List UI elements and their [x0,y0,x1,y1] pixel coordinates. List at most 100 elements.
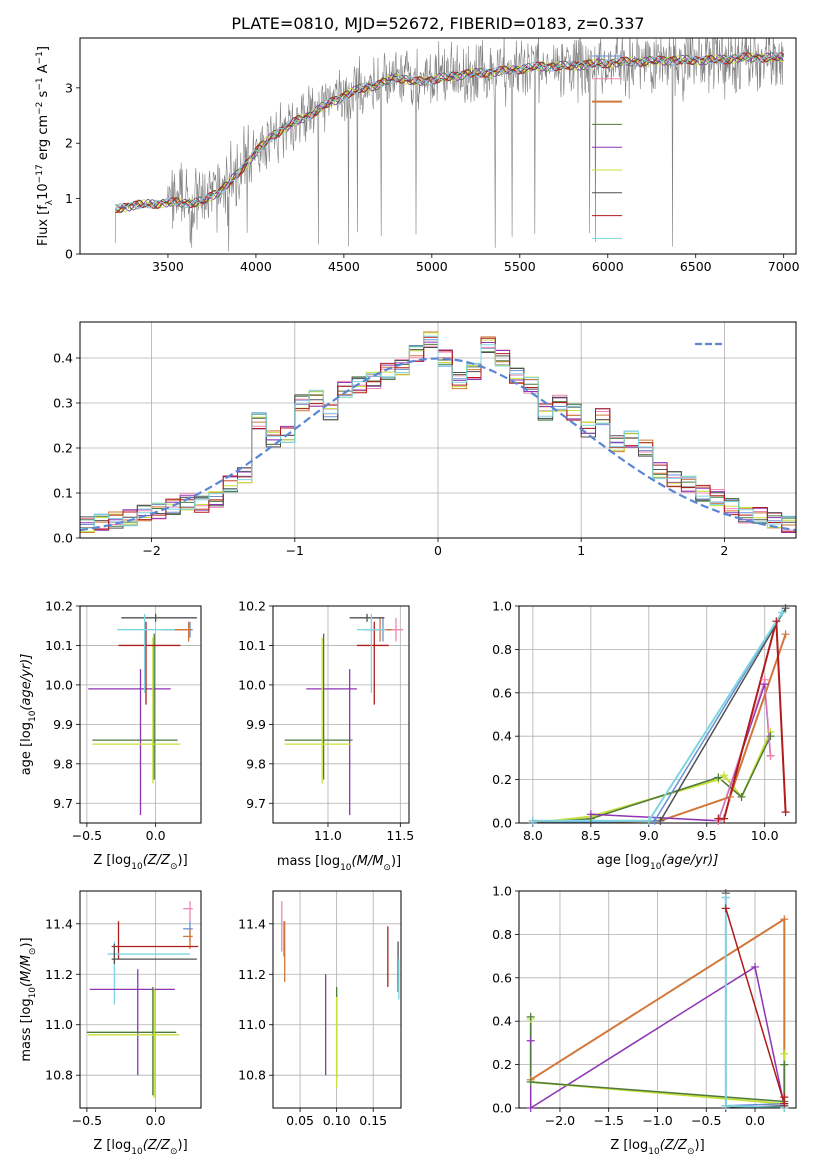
marker-chabrier_elodie [766,732,775,741]
y-axis-label: age [log10(age/yr)] [19,654,38,776]
marker-kroupa_elodie [780,1049,789,1058]
y-tick-label: 0.0 [53,531,73,546]
weight-line-salpeter_elodie [590,683,772,822]
axes-frame [518,605,797,824]
x-tick-label: −1.0 [642,1113,672,1128]
marker-chabrier_elodie [526,1077,535,1086]
y-tick-label: 0.2 [53,441,73,456]
y-tick-label: 0.8 [492,927,512,942]
y-tick-label: 11.2 [45,967,73,982]
x-tick-label: −1.5 [594,1113,624,1128]
age-vs-mass-panel: 11.0 11.5 9.7 9.8 9.9 10.0 10.1 10.2 mass [log10… [238,599,414,874]
marker-kroupa_miles [781,630,790,639]
x-tick-label: 4500 [328,259,360,274]
marker-salpeter_stelib [772,617,781,626]
plot-area [80,331,796,533]
model-spectrum-salpeter_miles [114,52,784,210]
y-tick-label: 11.4 [238,916,266,931]
marker-salpeter_elodie [526,1104,535,1112]
age-vs-metallicity-panel: −0.5 0.0 9.7 9.8 9.9 10.0 10.1 10.2 Z [log10(Z/Z… [19,599,202,872]
x-tick-label: 6000 [592,259,624,274]
x-tick-label: −2 [142,543,160,558]
y-tick-label: 11.0 [45,1017,73,1032]
plot-area [86,901,199,1098]
plot-area [529,893,786,1108]
y-tick-label: 0 [65,247,73,262]
marker-salpeter_miles [760,675,769,684]
x-tick-label: 11.5 [386,828,414,843]
y-tick-label: 10.1 [45,638,73,653]
x-tick-label: 9.5 [697,828,717,843]
residual-histogram-panel: −2 −1 0 1 2 0.0 0.1 0.2 0.3 0.4 [53,321,797,558]
y-tick-label: 0.2 [492,772,512,787]
marker-chabrier_elodie [526,1012,535,1021]
model-spectrum-chabrier_stelib [115,52,785,213]
y-tick-label: 11.0 [238,1017,266,1032]
plot-area [114,38,785,252]
x-tick-label: 8.5 [581,828,601,843]
y-tick-label: 2 [65,136,73,151]
x-tick-label: 7000 [768,259,800,274]
y-tick-label: 10.0 [45,677,73,692]
x-tick-label: 10.0 [751,828,779,843]
marker-kroupa_stelib [721,893,730,902]
x-tick-label: 0.10 [323,1113,351,1128]
x-axis-label: mass [log10(M/M⊙)] [277,854,401,873]
x-axis-label: Z [log10(Z/Z⊙)] [93,853,187,872]
y-tick-label: 0.4 [53,351,73,366]
y-tick-label: 10.8 [238,1068,266,1083]
y-tick-label: 9.9 [246,717,266,732]
mass-weight-vs-age-panel: 8.0 8.5 9.0 9.5 10.0 0.0 0.2 0.4 0.6 0.8 1.0 age [l… [492,599,797,872]
spectrum-panel: 3500 4000 4500 5000 5500 6000 6500 7000 0 1 2 3 Flux… [35,37,800,274]
x-tick-label: 0 [434,543,442,558]
y-tick-label: 1.0 [492,884,512,899]
x-tick-label: −1 [286,543,304,558]
x-axis-label: Z [log10(Z/Z⊙)] [610,1138,704,1157]
x-tick-label: 8.0 [523,828,543,843]
model-spectrum-salpeter_elodie [114,52,785,212]
y-tick-label: 9.8 [53,756,73,771]
y-tick-label: 9.7 [246,796,266,811]
plot-area [88,613,197,816]
model-spectrum-kroupa_elodie [114,52,784,213]
x-tick-label: −0.5 [72,828,102,843]
mass-vs-reddening-panel: 0.05 0.10 0.15 10.8 11.0 11.2 11.4 [238,890,402,1128]
y-axis-label: mass [log10(M/M⊙)] [19,937,38,1061]
marker-kroupa_stelib [644,816,653,825]
y-tick-label: 10.0 [238,677,266,692]
marker-salpeter_elodie [751,962,760,971]
y-tick-label: 10.1 [238,638,266,653]
x-tick-label: 6500 [680,259,712,274]
x-tick-label: −2.0 [545,1113,575,1128]
marker-kroupa_stelib [528,816,537,825]
y-tick-label: 0.1 [53,486,73,501]
x-axis-label: age [log10(age/yr)] [597,853,719,872]
y-tick-label: 0.3 [53,396,73,411]
x-tick-label: 2 [720,543,728,558]
weight-line-chabrier_elodie [529,1016,786,1103]
y-tick-label: 0.8 [492,642,512,657]
y-tick-label: 0.4 [492,729,512,744]
y-tick-label: 9.7 [53,796,73,811]
x-tick-label: 9.0 [639,828,659,843]
marker-chabrier_elodie [714,773,723,782]
marker-kroupa_miles [725,792,734,801]
y-tick-label: 0.0 [492,816,512,831]
y-tick-label: 3 [65,80,73,95]
x-tick-label: 0.0 [146,1113,166,1128]
marker-salpeter_elodie [586,810,595,819]
y-tick-label: 0.2 [492,1057,512,1072]
figure-title: PLATE=0810, MJD=52672, FIBERID=0183, z=0… [231,14,644,33]
axes-frame [272,605,410,824]
y-tick-label: 1 [65,191,73,206]
marker-kroupa_elodie [720,771,729,780]
x-tick-label: 5500 [504,259,536,274]
marker-chabrier_elodie [780,1060,789,1069]
axes-frame [79,37,797,255]
x-tick-label: −0.5 [72,1113,102,1128]
y-tick-label: 9.9 [53,717,73,732]
x-tick-label: 3500 [152,259,184,274]
x-tick-label: −0.5 [691,1113,721,1128]
x-axis-label: Z [log10(Z/Z⊙)] [93,1138,187,1157]
x-tick-label: 0.0 [146,828,166,843]
